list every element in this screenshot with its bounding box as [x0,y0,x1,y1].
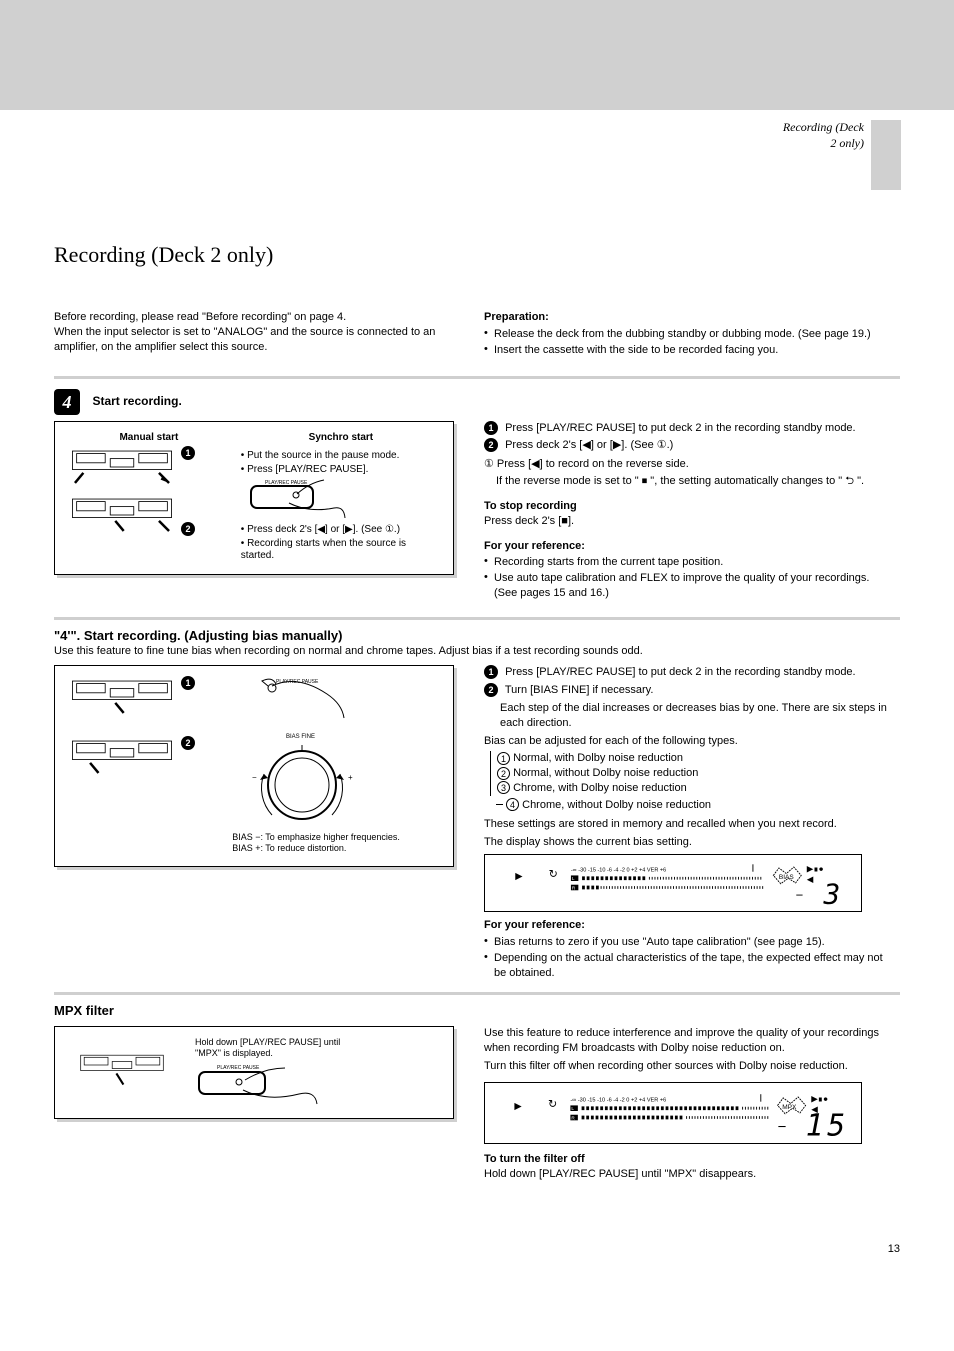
fig-manual-label: Manual start [119,432,178,443]
display-value: 15 [806,1108,849,1139]
display-minus: − [778,1118,787,1135]
svg-text:PLAY/REC PAUSE: PLAY/REC PAUSE [217,1065,260,1071]
deck-diagram [67,494,177,536]
s4-ref-title: For your reference: [484,540,585,552]
mpx-off-title: To turn the filter off [484,1153,585,1165]
page-title: Recording (Deck 2 only) [54,242,273,268]
step4p-figure: 1 2 [54,665,454,867]
display-panel-bias: ▶ ↻ -∞ -30 -15 -10 -6 -4 -2 0 +2 +4 VER … [484,854,862,912]
mode-2: Normal, without Dolby noise reduction [513,767,698,779]
mode-1: Normal, with Dolby noise reduction [513,752,683,764]
substep-1-badge: 1 [181,676,195,690]
s4-stop-title: To stop recording [484,500,577,512]
substep-1-badge: 1 [181,446,195,460]
prep-title: Preparation: [484,311,549,323]
svg-text:▶: ▶ [515,871,522,881]
svg-text:−: − [252,773,257,782]
substep-2-badge: 2 [181,522,195,536]
bias-dial-illustration: BIAS FINE − + [232,730,441,830]
s4p-intro: Each step of the dial increases or decre… [500,701,894,731]
mode-4: Chrome, without Dolby noise reduction [522,799,711,811]
svg-text:BIAS FINE: BIAS FINE [286,734,315,740]
s4p-ref-item: Depending on the actual characteristics … [484,951,894,981]
s4-sub2-text: Press deck 2's [◀] or [▶]. (See ①.) [505,439,673,451]
bias-plus-text: BIAS +: To reduce distortion. [232,843,441,854]
page-number: 13 [0,1243,900,1255]
svg-text:↻: ↻ [548,1098,557,1110]
tick-labels: -∞ -30 -15 -10 -6 -4 -2 0 +2 +4 VER +6 [571,868,666,874]
s4p-ref-title: For your reference: [484,919,585,931]
mode-3: Chrome, with Dolby noise reduction [513,782,687,794]
s4-ref-item: Recording starts from the current tape p… [484,555,894,570]
deck-diagram [67,676,177,718]
intro-p2: When the input selector is set to "ANALO… [54,325,454,355]
svg-text:↻: ↻ [549,869,558,881]
s4-ref-list: Recording starts from the current tape p… [484,555,894,601]
tick-labels: -∞ -30 -15 -10 -6 -4 -2 0 +2 +4 VER +6 [570,1098,666,1104]
deck-diagram [67,736,177,778]
mpx-p2: Turn this filter off when recording othe… [484,1059,894,1074]
display-value: 3 [823,878,841,908]
svg-text:L: L [571,1106,574,1111]
mpx-p1: Use this feature to reduce interference … [484,1026,894,1056]
svg-text:L: L [572,876,575,881]
s4-stop-body: Press deck 2's [■]. [484,514,894,529]
intro-p1: Before recording, please read "Before re… [54,310,454,325]
s4p-ref-item: Bias returns to zero if you use "Auto ta… [484,935,894,950]
fig-s-line1: Put the source in the pause mode. [247,450,399,461]
key-illustration: PLAY/REC PAUSE [249,478,441,522]
s4-ref-item: Use auto tape calibration and FLEX to im… [484,571,894,601]
prep-item: Release the deck from the dubbing standb… [484,327,894,342]
svg-text:▶: ▶ [514,1101,521,1111]
deck-diagram [67,1051,177,1093]
mpx-title: MPX filter [54,1003,900,1018]
s4p-ref-list: Bias returns to zero if you use "Auto ta… [484,935,894,981]
mpx-caption2: "MPX" is displayed. [195,1048,340,1059]
prep-list: Release the deck from the dubbing standb… [484,327,894,358]
s4p-sub2-text: Turn [BIAS FINE] if necessary. [505,684,654,696]
s4p-modes-lead: Bias can be adjusted for each of the fol… [484,734,894,749]
display-panel-mpx: ▶ ↻ -∞ -30 -15 -10 -6 -4 -2 0 +2 +4 VER … [484,1082,862,1144]
svg-text:+: + [348,773,353,782]
step4-figure: Manual start [54,421,454,575]
mpx-off-body: Hold down [PLAY/REC PAUSE] until "MPX" d… [484,1167,894,1182]
deck-diagram [67,446,177,488]
header-band [0,0,954,110]
svg-text:▶∎●: ▶∎● [811,1094,828,1104]
s4p-store: These settings are stored in memory and … [484,817,894,832]
s4p-sub1-text: Press [PLAY/REC PAUSE] to put deck 2 in … [505,666,856,678]
bias-minus-text: BIAS −: To emphasize higher frequencies. [232,832,441,843]
s4-sub1-text: Press [PLAY/REC PAUSE] to put deck 2 in … [505,422,856,434]
substep-2-badge: 2 [181,736,195,750]
step4-title: Start recording. [92,389,181,408]
key-illustration: PLAY/REC PAUSE [195,1062,340,1106]
fig-s-line2: Press [PLAY/REC PAUSE]. [247,464,368,475]
bias-badge: BIAS [779,874,794,881]
fig-synchro-label: Synchro start [309,432,373,443]
s4-note1-lead: ① Press [◀] to record on the reverse sid… [484,457,894,472]
step4p-subtitle: Use this feature to fine tune bias when … [54,645,900,657]
prep-item: Insert the cassette with the side to be … [484,343,894,358]
step4-badge: 4 [54,389,80,415]
fig-s-line3: Press deck 2's [◀] or [▶]. (See ①.) [247,524,400,535]
s4p-disp-note: The display shows the current bias setti… [484,835,894,850]
fig-s-line4: Recording starts when the source is star… [241,538,406,561]
mpx-badge: MPX [782,1104,797,1111]
display-minus: − [796,888,804,903]
s4-note1-body: If the reverse mode is set to " ⏹ ", the… [496,474,894,489]
mpx-figure: Hold down [PLAY/REC PAUSE] until "MPX" i… [54,1026,454,1119]
key-illustration: PLAY/REC PAUSE [232,676,441,724]
key-label-text: PLAY/REC PAUSE [265,480,308,486]
step4p-title: "4'". Start recording. (Adjusting bias m… [54,628,900,643]
svg-text:◀: ◀ [807,874,814,884]
svg-text:▶∎●: ▶∎● [807,864,824,874]
mpx-caption1: Hold down [PLAY/REC PAUSE] until [195,1037,340,1048]
